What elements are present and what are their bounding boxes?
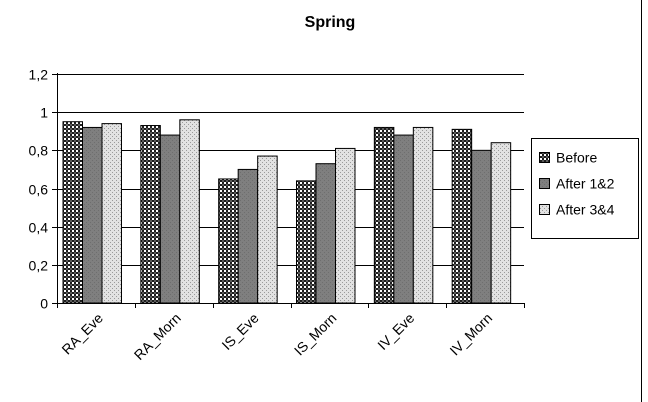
bars	[62, 119, 512, 304]
bar-IS_Morn-before	[296, 180, 317, 304]
bar-IV_Morn-after-1-2	[471, 149, 492, 304]
bar-IV_Morn-before	[451, 128, 473, 304]
x-tick-label: RA_Morn	[131, 310, 184, 363]
x-tick-label: IS_Morn	[291, 310, 340, 359]
legend-label: After 1&2	[556, 176, 615, 192]
x-tick-label: IS_Eve	[218, 310, 261, 353]
chart-title: Spring	[305, 14, 356, 31]
legend-swatch	[539, 204, 550, 215]
y-tick-label: 0	[40, 296, 48, 312]
y-tick-label: 0,4	[29, 220, 49, 236]
bar-RA_Eve-after-1-2	[82, 126, 103, 304]
legend-label: Before	[556, 150, 597, 166]
gridlines	[57, 74, 524, 266]
legend: Before After 1&2 After 3&4	[531, 138, 639, 239]
legend-swatch	[539, 152, 550, 163]
bar-RA_Eve-before	[62, 121, 83, 304]
bar-IS_Morn-after-3-4	[335, 147, 356, 304]
y-tick-labels: 0 0,2 0,4 0,6 0,8 1 1,2	[29, 67, 49, 312]
bar-RA_Morn-before	[140, 125, 161, 304]
bar-IV_Eve-after-1-2	[393, 134, 414, 304]
y-tick-label: 0,6	[29, 182, 49, 198]
x-tick-label: RA_Eve	[58, 310, 106, 358]
axes	[52, 73, 525, 308]
x-tick-label: IV_Morn	[446, 310, 495, 359]
bar-IS_Eve-before	[218, 178, 239, 304]
bar-RA_Morn-after-3-4	[179, 119, 200, 304]
x-tick-labels: RA_Eve RA_Morn IS_Eve IS_Morn IV_Eve IV_Morn	[58, 310, 495, 363]
legend-swatch	[539, 178, 550, 189]
y-tick-label: 0,2	[29, 258, 49, 274]
bar-IV_Morn-after-3-4	[490, 142, 512, 304]
bar-IS_Eve-after-1-2	[237, 168, 259, 304]
bar-IV_Eve-after-3-4	[412, 126, 434, 304]
bar-IS_Eve-after-3-4	[257, 155, 278, 304]
y-tick-label: 1,2	[29, 67, 49, 83]
bar-RA_Morn-after-1-2	[159, 134, 181, 304]
x-tick-label: IV_Eve	[374, 310, 417, 353]
y-tick-label: 1	[40, 105, 48, 121]
bar-IS_Morn-after-1-2	[315, 163, 336, 304]
legend-label: After 3&4	[556, 202, 615, 218]
bar-IV_Eve-before	[373, 126, 395, 304]
bar-RA_Eve-after-3-4	[101, 123, 122, 304]
y-tick-label: 0,8	[29, 143, 49, 159]
